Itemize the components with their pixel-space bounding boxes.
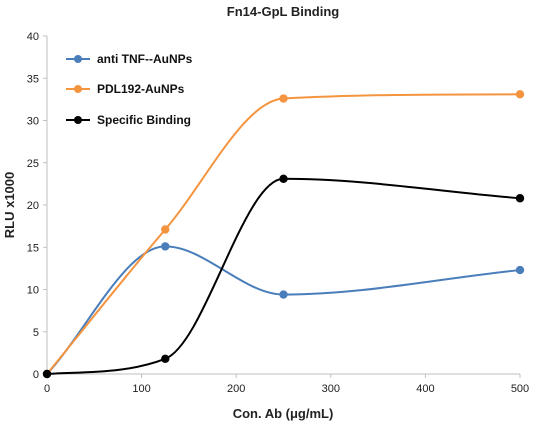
y-tick-label: 25 <box>27 158 39 170</box>
y-tick-label: 15 <box>27 242 39 254</box>
data-point-anti-tnf <box>515 265 525 275</box>
legend-marker-pdl192 <box>74 85 82 93</box>
legend: anti TNF--AuNPs PDL192-AuNPs Specific Bi… <box>66 52 193 127</box>
legend-entry-anti-tnf: anti TNF--AuNPs <box>66 52 193 66</box>
y-ticks: 0 5 10 15 20 25 30 35 40 <box>27 31 47 381</box>
series-specific <box>42 174 525 379</box>
x-tick-label: 400 <box>416 383 434 395</box>
data-point-specific <box>515 194 525 203</box>
y-tick-label: 5 <box>33 327 39 339</box>
y-tick-label: 30 <box>27 116 39 128</box>
series-anti-tnf <box>42 242 525 379</box>
data-point-pdl192 <box>515 90 525 99</box>
y-tick-label: 0 <box>33 369 39 381</box>
series-line-specific <box>46 177 521 375</box>
legend-marker-anti-tnf <box>74 55 82 63</box>
legend-label-specific: Specific Binding <box>97 113 191 127</box>
y-tick-label: 10 <box>27 285 39 297</box>
y-axis-label: RLU x1000 <box>2 172 17 238</box>
series-line-anti-tnf <box>46 245 521 375</box>
data-point-specific <box>161 354 170 363</box>
series-layer <box>42 90 525 379</box>
data-point-specific <box>42 369 52 379</box>
x-axis-label: Con. Ab (μg/mL) <box>233 406 334 421</box>
data-point-anti-tnf <box>161 242 170 251</box>
legend-label-anti-tnf: anti TNF--AuNPs <box>97 52 193 66</box>
legend-marker-specific <box>74 116 82 124</box>
x-tick-label: 0 <box>44 383 50 395</box>
series-line-pdl192 <box>46 93 521 375</box>
y-tick-label: 35 <box>27 73 39 85</box>
data-point-specific <box>279 174 288 184</box>
y-tick-label: 20 <box>27 200 39 212</box>
chart-title: Fn14-GpL Binding <box>227 4 339 19</box>
legend-entry-specific: Specific Binding <box>66 113 191 127</box>
legend-entry-pdl192: PDL192-AuNPs <box>66 82 185 96</box>
x-tick-label: 500 <box>511 383 529 395</box>
legend-label-pdl192: PDL192-AuNPs <box>97 82 185 96</box>
data-point-pdl192 <box>279 94 288 103</box>
y-tick-label: 40 <box>27 31 39 43</box>
x-tick-label: 300 <box>322 383 340 395</box>
x-tick-label: 200 <box>227 383 245 395</box>
series-pdl192 <box>42 90 525 379</box>
data-point-anti-tnf <box>279 290 288 299</box>
data-point-pdl192 <box>161 225 170 234</box>
x-ticks: 0 100 200 300 400 500 <box>44 374 529 395</box>
x-tick-label: 100 <box>132 383 150 395</box>
